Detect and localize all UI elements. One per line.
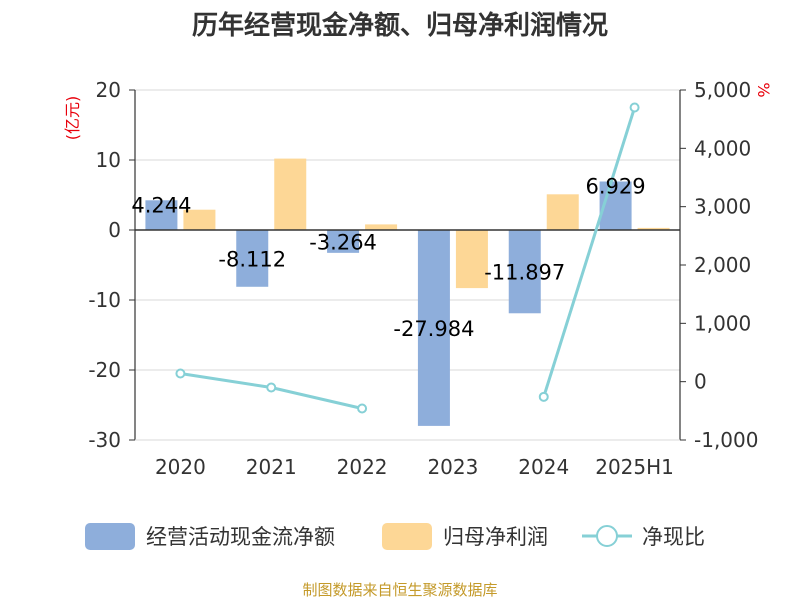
x-tick-label: 2024 <box>518 455 569 479</box>
right-tick-label: 3,000 <box>694 195 751 219</box>
net-profit-bar <box>455 230 488 289</box>
ratio-point <box>538 391 549 402</box>
cashflow-data-label: -11.897 <box>484 261 565 285</box>
left-tick-label: -10 <box>88 288 121 312</box>
legend-label-ratio: 净现比 <box>642 525 705 549</box>
cashflow-bar <box>236 230 269 287</box>
net-profit-bar <box>183 209 216 230</box>
legend[interactable]: 经营活动现金流净额 归母净利润 净现比 <box>85 523 705 550</box>
ratio-point <box>357 403 368 414</box>
cashflow-data-label: -3.264 <box>309 230 377 254</box>
cashflow-bar <box>508 230 541 314</box>
cashflow-bar <box>327 230 360 253</box>
legend-swatch-cashflow <box>85 523 135 550</box>
left-tick-label: 20 <box>96 78 121 102</box>
ratio-point <box>175 368 186 379</box>
cashflow-bar <box>145 200 178 230</box>
cashflow-bar <box>417 230 450 426</box>
axes: 20 10 0 -10 -20 -30 5,000 4,000 3,000 2,000 1,000 0… <box>63 78 773 479</box>
line-layer <box>175 102 640 414</box>
bar-layer <box>145 158 670 426</box>
left-tick-label: 0 <box>108 218 121 242</box>
ratio-line <box>542 107 637 398</box>
cashflow-data-label: -8.112 <box>218 247 286 271</box>
right-tick-label: 1,000 <box>694 311 751 335</box>
cashflow-data-label: 6.929 <box>586 174 646 198</box>
source-note: 制图数据来自恒生聚源数据库 <box>302 581 497 599</box>
x-tick-label: 2021 <box>246 455 297 479</box>
gridlines <box>135 89 680 441</box>
net-profit-bar <box>365 224 398 230</box>
legend-label-net-profit: 归母净利润 <box>443 525 548 549</box>
left-tick-label: -20 <box>88 358 121 382</box>
net-profit-bar <box>637 227 670 230</box>
legend-label-cashflow: 经营活动现金流净额 <box>146 525 335 549</box>
right-tick-label: 2,000 <box>694 253 751 277</box>
x-tick-label: 2023 <box>427 455 478 479</box>
ratio-point <box>629 102 640 113</box>
left-axis-unit: (亿元) <box>63 96 82 141</box>
chart-title: 历年经营现金净额、归母净利润情况 <box>192 10 608 41</box>
net-profit-bar <box>546 194 579 230</box>
left-tick-label: -30 <box>88 428 121 452</box>
x-tick-label: 2025H1 <box>595 455 674 479</box>
right-tick-label: 4,000 <box>694 136 751 160</box>
cashflow-data-label: -27.984 <box>393 317 474 341</box>
legend-swatch-ratio-marker <box>596 525 618 547</box>
x-tick-label: 2020 <box>155 455 206 479</box>
right-tick-label: -1,000 <box>694 428 758 452</box>
right-tick-label: 0 <box>694 370 707 394</box>
data-label-layer: 4.244 -8.112 -3.264 -27.984 -11.897 6.929 <box>131 174 645 340</box>
net-profit-bar <box>274 158 307 230</box>
right-tick-label: 5,000 <box>694 78 751 102</box>
right-axis-unit: % <box>754 82 773 97</box>
legend-swatch-net-profit <box>382 523 432 550</box>
x-tick-label: 2022 <box>337 455 388 479</box>
left-tick-label: 10 <box>96 148 121 172</box>
cashflow-data-label: 4.244 <box>131 193 191 217</box>
ratio-point <box>266 382 277 393</box>
